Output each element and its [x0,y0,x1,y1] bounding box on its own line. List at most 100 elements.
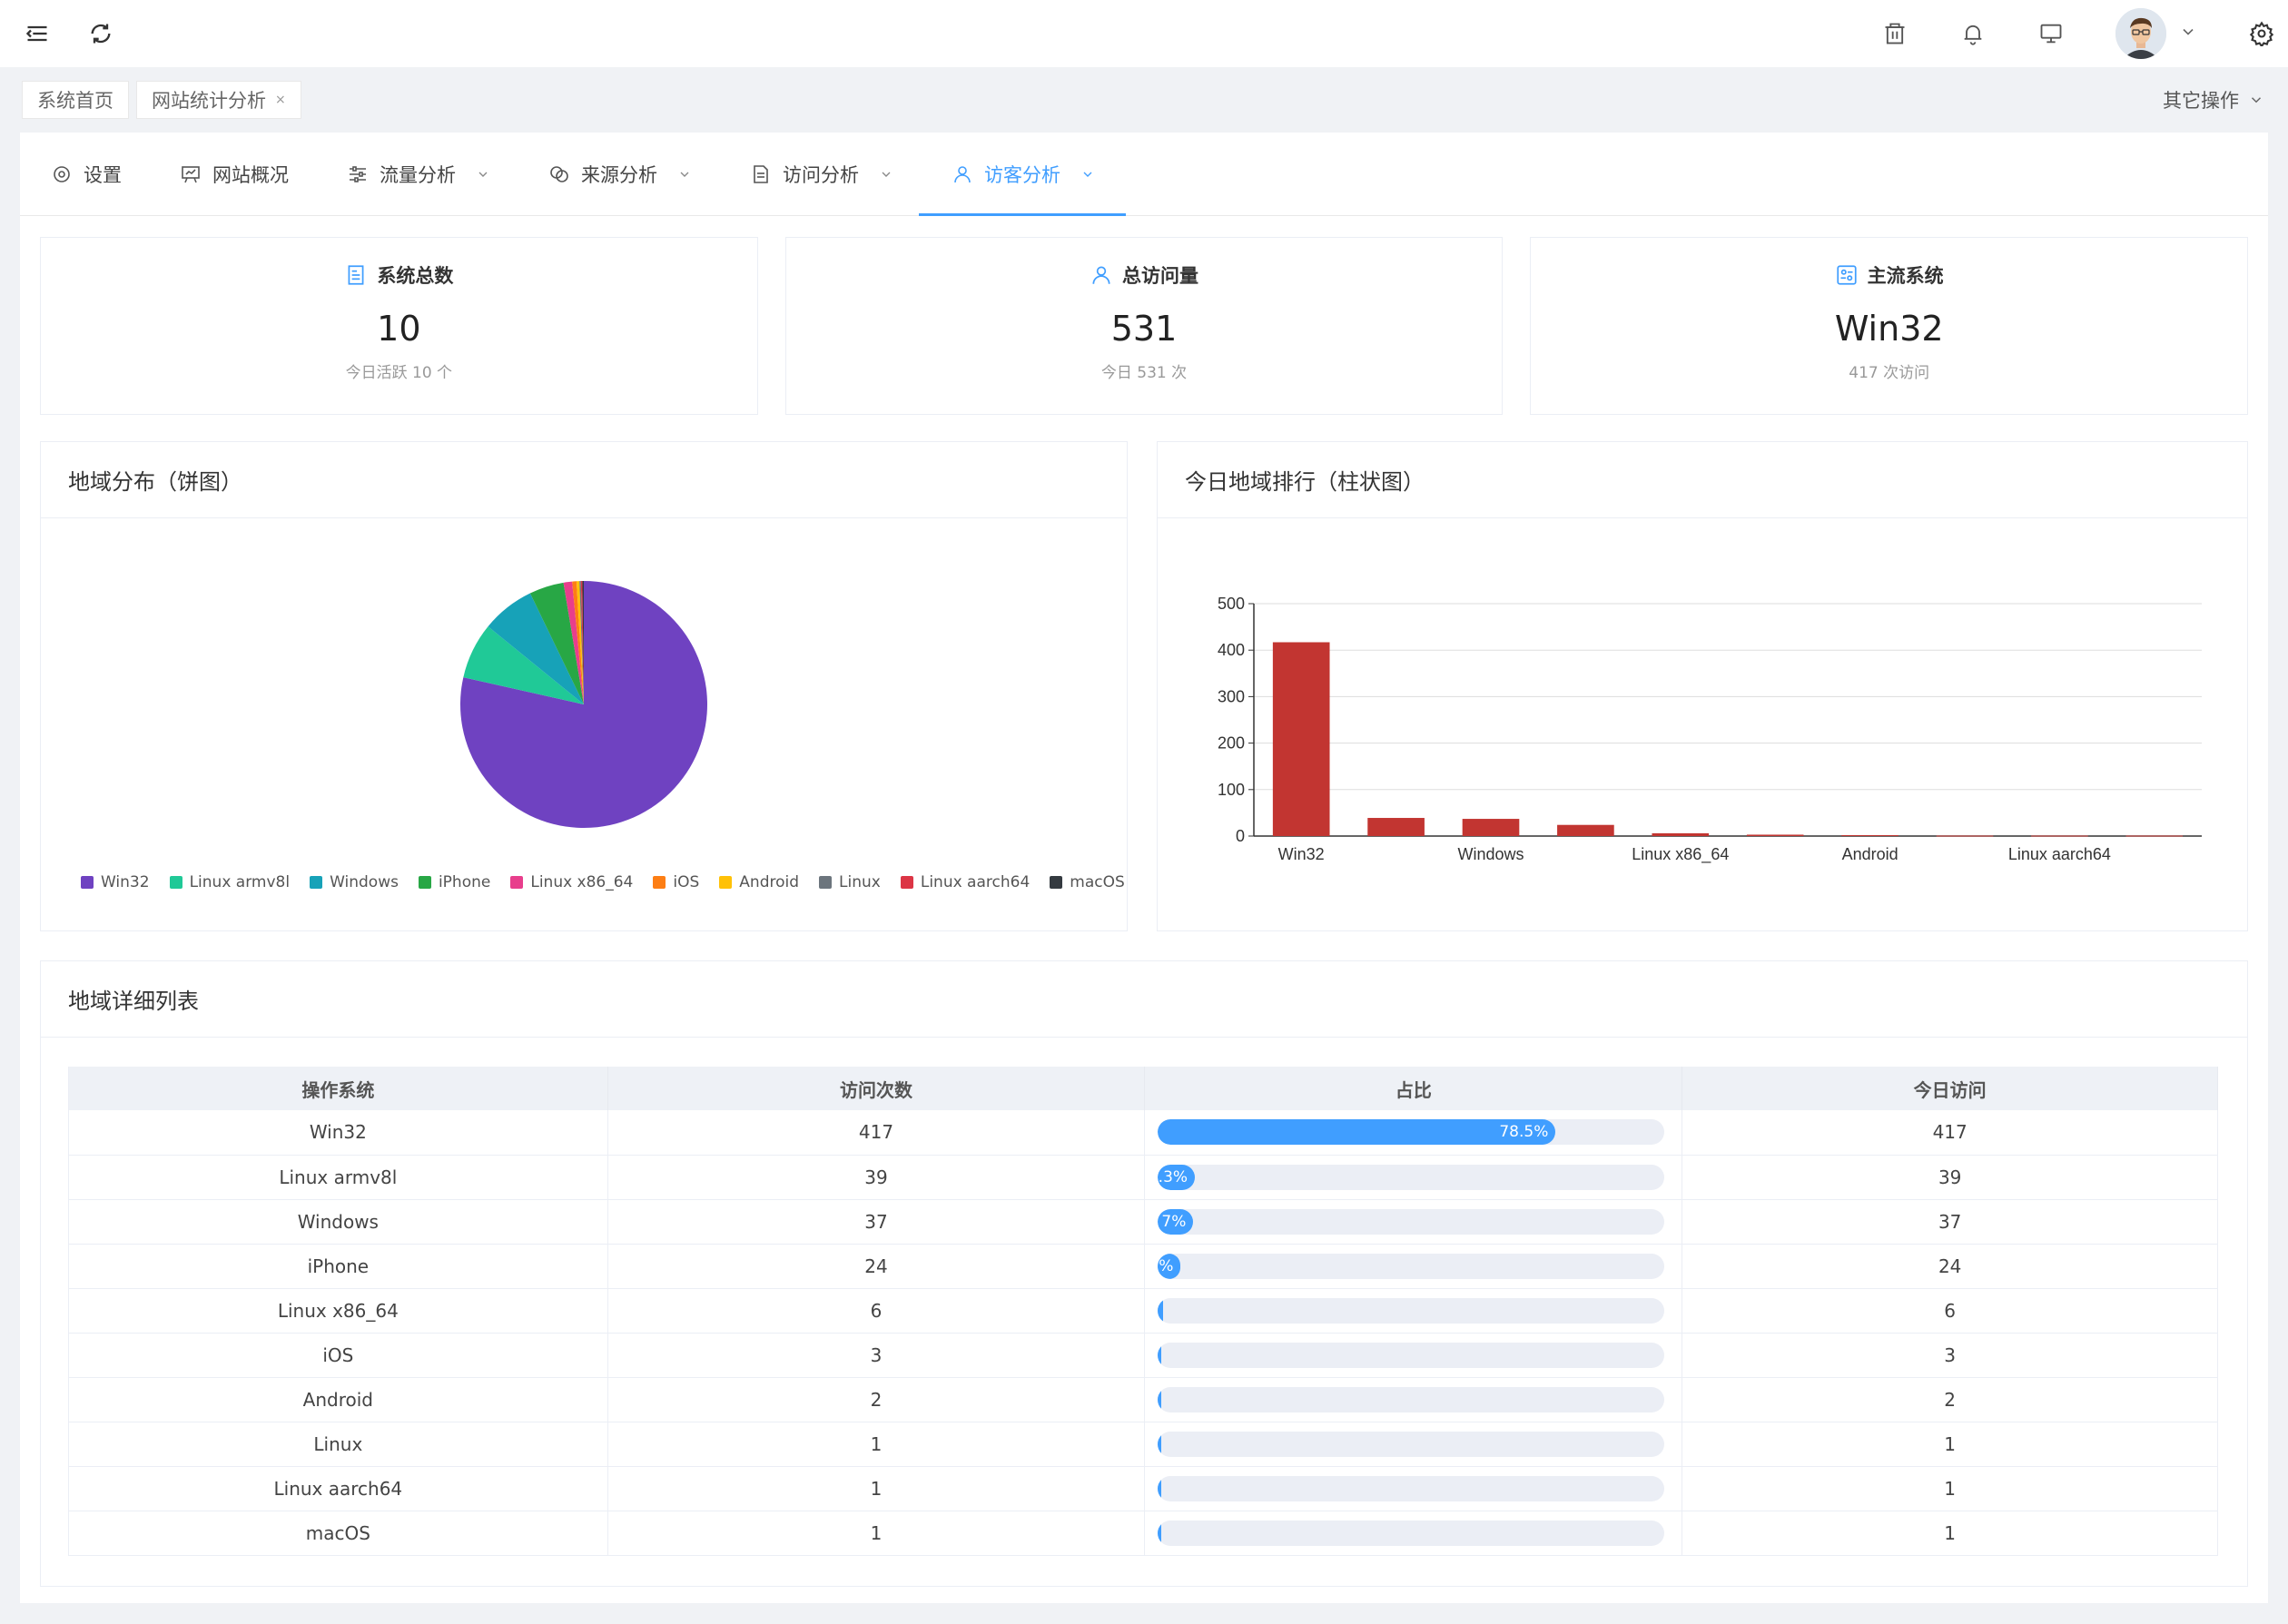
table-row: iOS30.6%3 [68,1333,2218,1378]
bar-android[interactable] [1841,834,1898,836]
legend-item[interactable]: Android [719,873,799,891]
legend-swatch [81,876,94,889]
progress-label: 7.3% [1158,1167,1188,1186]
progress-bar: 0.6% [1158,1342,1665,1368]
progress-bar: 0.4% [1158,1386,1665,1412]
pie-slice-windows[interactable] [488,593,584,704]
stat-sub: 今日活跃 10 个 [345,364,453,382]
tab-label: 流量分析 [380,163,456,186]
close-icon[interactable]: × [275,93,286,107]
cell-count: 24 [607,1244,1146,1289]
stat-sub: 今日 531 次 [1100,364,1188,382]
panel-title: 地域详细列表 [41,961,2247,1038]
cell-pct: 1.1% [1144,1288,1683,1334]
pie-slice-linux-armv8l[interactable] [463,626,584,704]
tab-label: 网站概况 [212,163,289,186]
stat-card-total-visits: 总访问量 531 今日 531 次 [784,237,1504,415]
tag-home[interactable]: 系统首页 [22,81,129,119]
stat-value: 531 [1110,309,1178,349]
bar-win32[interactable] [1272,642,1330,836]
cell-pct: 7.3% [1144,1155,1683,1200]
cell-today: 2 [1681,1377,2218,1422]
tag-label: 系统首页 [37,90,113,112]
monitor-icon[interactable] [2037,20,2065,47]
x-tick-label: Linux x86_64 [1632,845,1729,864]
y-tick-label: 0 [1236,827,1245,845]
tab-label: 设置 [84,163,122,186]
y-tick-label: 400 [1218,641,1245,659]
table-row: Linux x86_6461.1%6 [68,1288,2218,1334]
bar-linux-aarch64[interactable] [2031,835,2088,837]
chevron-down-icon [680,172,689,177]
pie-slice-linux[interactable] [579,581,584,704]
tag-label: 网站统计分析 [152,90,266,112]
refresh-icon[interactable] [87,20,114,47]
bar-macos[interactable] [2125,835,2184,837]
gear-icon[interactable] [2248,20,2275,47]
legend-item[interactable]: Linux armv8l [169,873,290,891]
tab-source-analysis[interactable]: 来源分析 [548,133,723,215]
top-header [0,0,2288,67]
bell-icon[interactable] [1959,20,1987,47]
pie-slice-android[interactable] [576,581,584,704]
pie-slice-macos[interactable] [582,581,584,704]
progress-bar: 0.2% [1158,1520,1665,1546]
tab-traffic-analysis[interactable]: 流量分析 [347,133,521,215]
cell-count: 39 [607,1155,1146,1200]
tab-site-overview[interactable]: 网站概况 [180,133,320,215]
panel-title: 地域分布（饼图） [41,442,1127,518]
cell-count: 1 [607,1511,1146,1556]
cell-today: 37 [1681,1199,2218,1245]
tag-site-stats[interactable]: 网站统计分析 × [136,81,301,119]
presentation-icon [182,165,200,182]
legend-swatch [1050,876,1063,889]
stat-card-system-total: 系统总数 10 今日活跃 10 个 [40,237,758,415]
os-table: 操作系统 访问次数 占比 今日访问 Win32 417 78.5% 417 Linux … [68,1067,2218,1556]
legend-item[interactable]: Win32 [81,873,150,891]
legend-item[interactable]: Windows [310,873,399,891]
cell-os: iPhone [68,1244,608,1289]
legend-item[interactable]: Linux aarch64 [900,873,1031,891]
cell-today: 417 [1681,1110,2218,1156]
pie-slice-ios[interactable] [572,581,584,704]
legend-item[interactable]: Linux [819,873,881,891]
x-tick-label: Windows [1457,845,1524,863]
table-row: iPhone244.5%24 [68,1244,2218,1289]
other-ops-dropdown[interactable]: 其它操作 [2163,86,2264,113]
legend-item[interactable]: macOS [1050,873,1125,891]
bar-windows[interactable] [1462,819,1520,836]
cell-count: 6 [607,1288,1146,1334]
legend-swatch [819,876,833,889]
pie-slice-iphone[interactable] [529,582,584,704]
cell-os: Win32 [68,1110,608,1156]
cell-pct: 0.6% [1144,1333,1683,1378]
legend-item[interactable]: iPhone [418,873,490,891]
legend-item[interactable]: Linux x86_64 [510,873,633,891]
legend-item[interactable]: iOS [653,873,699,891]
cell-today: 1 [1681,1422,2218,1467]
progress-bar: 78.5% [1158,1119,1665,1146]
chevron-down-icon [1083,172,1092,177]
chevron-down-icon [478,172,488,177]
tab-visit-analysis[interactable]: 访问分析 [750,133,924,215]
trash-icon[interactable] [1881,20,1908,47]
progress-bar: 7% [1158,1208,1665,1235]
legend-label: Linux aarch64 [920,873,1031,891]
bar-ios[interactable] [1746,834,1804,836]
bar-iphone[interactable] [1557,824,1614,836]
bar-linux-armv8l[interactable] [1367,818,1425,836]
cell-os: Linux aarch64 [68,1466,608,1511]
tab-settings[interactable]: 设置 [51,133,153,215]
chevron-down-icon [2251,97,2262,103]
bar-linux[interactable] [1936,835,1994,837]
avatar[interactable] [2115,8,2166,59]
pie-slice-linux-x86-64[interactable] [563,581,584,704]
table-row: Linux armv8l397.3%39 [68,1155,2218,1200]
menu-icon[interactable] [24,20,51,47]
bar-linux-x86-64[interactable] [1652,832,1710,836]
cell-count: 3 [607,1333,1146,1378]
legend-label: iOS [673,873,700,891]
chevron-down-icon[interactable] [2179,23,2197,44]
tab-visitor-analysis[interactable]: 访客分析 [919,133,1126,216]
pie-slice-linux-aarch64[interactable] [580,581,584,704]
